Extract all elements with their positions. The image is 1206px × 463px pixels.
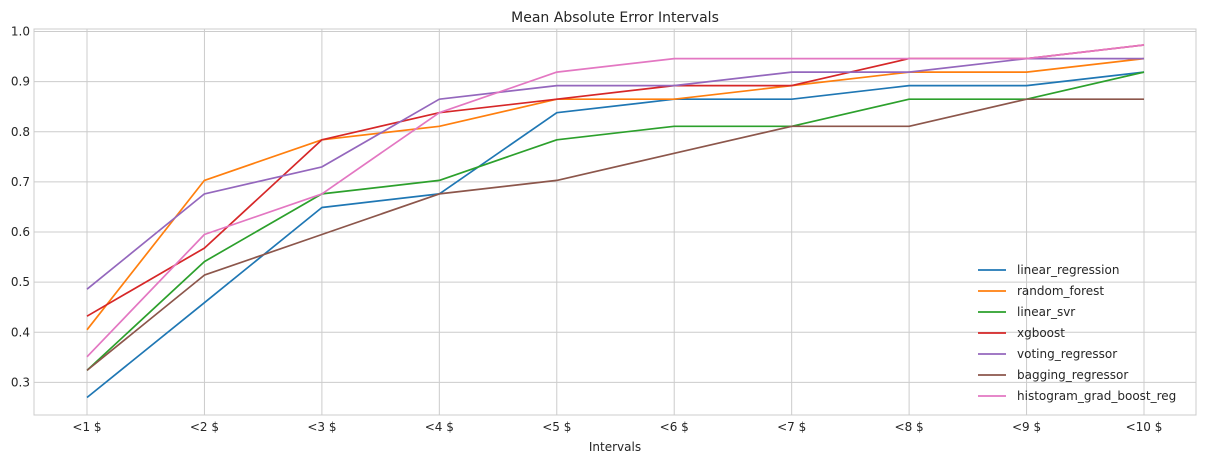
legend-label: random_forest xyxy=(1017,284,1104,298)
x-tick-label: <5 $ xyxy=(542,420,571,434)
legend-label: xgboost xyxy=(1017,326,1065,340)
chart-title: Mean Absolute Error Intervals xyxy=(511,10,719,26)
series-line-random-forest xyxy=(86,57,1145,331)
y-axis-ticks: 0.3 0.4 0.5 0.6 0.7 0.8 0.9 1.0 xyxy=(11,25,30,390)
x-axis-ticks: <1 $ <2 $ <3 $ <4 $ <5 $ <6 $ <7 $ <8 $ <9 $ <10 … xyxy=(72,420,1162,434)
series-lines xyxy=(86,44,1145,399)
legend-label: voting_regressor xyxy=(1017,347,1117,361)
series-line-bagging-regressor xyxy=(86,98,1144,372)
x-tick-label: <10 $ xyxy=(1126,420,1163,434)
y-tick-label: 0.9 xyxy=(11,75,30,89)
y-tick-label: 0.6 xyxy=(11,225,30,239)
x-tick-label: <6 $ xyxy=(660,420,689,434)
series-line-histogram-grad-boost-reg xyxy=(86,44,1145,358)
series-line-linear-svr xyxy=(86,71,1145,372)
series-line-voting-regressor xyxy=(86,57,1144,290)
y-tick-label: 0.3 xyxy=(11,375,30,389)
legend-label: histogram_grad_boost_reg xyxy=(1017,389,1176,403)
y-tick-label: 0.8 xyxy=(11,125,30,139)
y-tick-label: 0.7 xyxy=(11,175,30,189)
grid-lines xyxy=(34,29,1196,415)
y-tick-label: 1.0 xyxy=(11,25,30,39)
legend-label: linear_svr xyxy=(1017,305,1075,319)
plot-area xyxy=(34,29,1196,415)
y-tick-label: 0.5 xyxy=(11,275,30,289)
x-tick-label: <8 $ xyxy=(895,420,924,434)
legend: linear_regression random_forest linear_svr… xyxy=(978,263,1176,403)
x-tick-label: <4 $ xyxy=(425,420,454,434)
y-tick-label: 0.4 xyxy=(11,325,30,339)
x-tick-label: <2 $ xyxy=(190,420,219,434)
x-tick-label: <3 $ xyxy=(307,420,336,434)
x-axis-title: Intervals xyxy=(589,440,641,454)
legend-label: linear_regression xyxy=(1017,263,1119,277)
x-tick-label: <1 $ xyxy=(72,420,101,434)
x-tick-label: <7 $ xyxy=(777,420,806,434)
legend-label: bagging_regressor xyxy=(1017,368,1128,382)
plot-frame xyxy=(33,28,1197,416)
x-tick-label: <9 $ xyxy=(1012,420,1041,434)
